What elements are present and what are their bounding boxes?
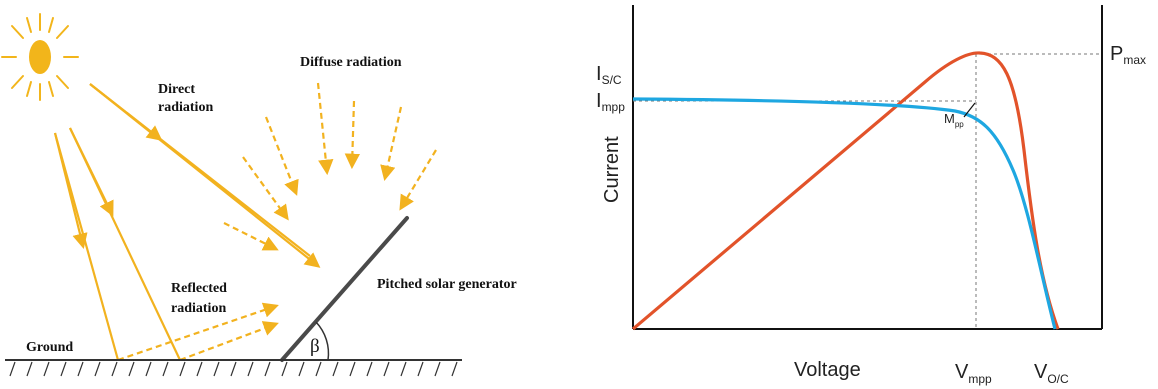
pmax-label: Pmax (1110, 43, 1146, 67)
mpp-label: Mpp (944, 111, 964, 129)
tilt-angle-arc (315, 321, 330, 361)
beta-angle-label: β (310, 336, 320, 357)
pitched-solar-generator-label: Pitched solar generator (377, 277, 517, 292)
impp-label: Impp (596, 90, 625, 114)
vmpp-label: Vmpp (955, 361, 992, 386)
diffuse-radiation-label: Diffuse radiation (300, 55, 402, 70)
voc-label: VO/C (1034, 361, 1069, 386)
power-curve (631, 51, 1060, 331)
guide-lines (633, 53, 1102, 329)
isc-label: IS/C (596, 63, 622, 87)
direct-radiation-label: Direct radiation (158, 82, 213, 115)
y-axis-label: Current (601, 136, 623, 203)
reflected-radiation-arrows (117, 302, 279, 362)
x-axis-label: Voltage (794, 359, 861, 381)
direct-radiation-rays (53, 83, 321, 361)
mpp-pointer (963, 102, 976, 118)
ground-line (5, 359, 462, 377)
iv-curve-chart: IS/C Impp Pmax Mpp Current Voltage Vmpp … (596, 5, 1146, 386)
diffuse-radiation-arrows (223, 82, 437, 251)
pitched-solar-panel (280, 216, 409, 362)
reflected-radiation-label: Reflected radiation (171, 281, 230, 316)
current-curve (632, 97, 1057, 330)
solar-radiation-diagram: Direct radiation Diffuse radiation Refle… (1, 13, 517, 377)
ground-label: Ground (26, 340, 73, 355)
sun-icon (1, 13, 79, 101)
